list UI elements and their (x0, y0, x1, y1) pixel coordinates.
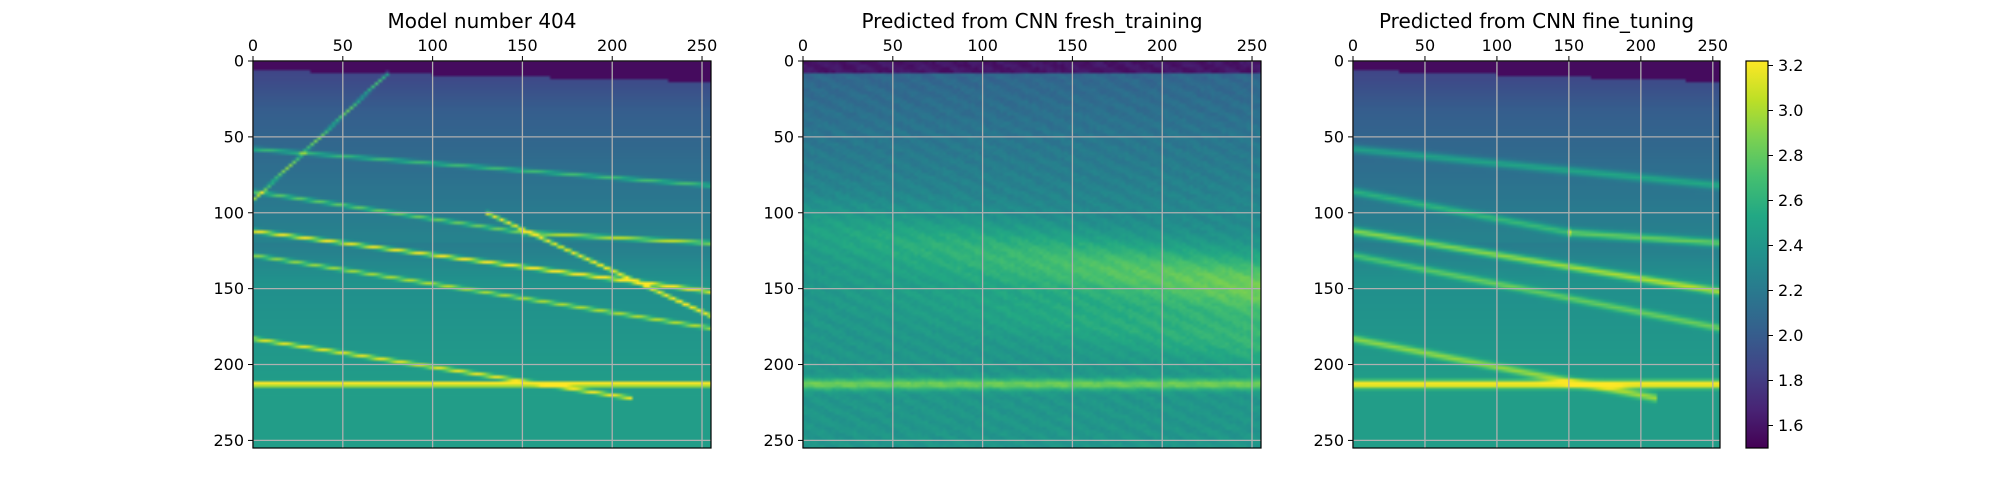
y-tick-label: 0 (784, 52, 794, 71)
y-tick-label: 50 (774, 127, 794, 146)
y-tick-label: 250 (1313, 431, 1344, 450)
x-tick-label: 50 (1415, 36, 1435, 55)
panel-title: Predicted from CNN fine_tuning (1379, 9, 1694, 33)
heatmap-image-2 (803, 61, 1261, 448)
y-tick-label: 200 (763, 355, 794, 374)
x-tick-label: 150 (1057, 36, 1088, 55)
y-tick-label: 50 (1324, 127, 1344, 146)
x-tick-label: 200 (1147, 36, 1178, 55)
x-tick-label: 200 (597, 36, 628, 55)
colorbar-tick-label: 2.4 (1778, 236, 1803, 255)
y-tick-label: 100 (213, 203, 244, 222)
axes-frame (802, 60, 1262, 449)
colorbar-tick-label: 2.6 (1778, 191, 1803, 210)
panel-title: Predicted from CNN fresh_training (861, 9, 1202, 33)
x-tick-label: 50 (333, 36, 353, 55)
y-tick-label: 200 (1313, 355, 1344, 374)
y-tick-label: 50 (224, 127, 244, 146)
x-tick-label: 250 (1698, 36, 1729, 55)
y-tick-label: 150 (213, 279, 244, 298)
colorbar-gradient (1746, 61, 1768, 448)
x-tick-label: 100 (967, 36, 998, 55)
colorbar-tick-label: 3.2 (1778, 56, 1803, 75)
x-tick-label: 0 (798, 36, 808, 55)
x-tick-label: 250 (687, 36, 718, 55)
heatmap-image-1 (253, 61, 711, 448)
y-tick-label: 0 (234, 52, 244, 71)
y-tick-label: 200 (213, 355, 244, 374)
x-tick-label: 200 (1626, 36, 1657, 55)
x-tick-label: 100 (417, 36, 448, 55)
panel-3: 0 50 100 150 200 250050100150200250Predicted … (1313, 9, 1728, 450)
panel-2: 0 50 100 150 200 250 0 50 100 150 200 250 Predicted … (763, 9, 1267, 450)
axes-frame (1352, 60, 1721, 449)
colorbar-tick-label: 1.8 (1778, 371, 1803, 390)
colorbar-tick-label: 2.0 (1778, 326, 1803, 345)
colorbar-tick-label: 1.6 (1778, 416, 1803, 435)
panel-1: 0 50 100 150 200 250 0 50 100 150 200 250 Model numb… (213, 9, 717, 450)
x-tick-label: 0 (1348, 36, 1358, 55)
x-tick-label: 50 (883, 36, 903, 55)
y-tick-label: 150 (1313, 279, 1344, 298)
x-tick-label: 150 (507, 36, 538, 55)
y-tick-label: 250 (763, 431, 794, 450)
y-tick-label: 100 (1313, 203, 1344, 222)
colorbar-tick-label: 2.2 (1778, 281, 1803, 300)
y-tick-label: 150 (763, 279, 794, 298)
y-tick-label: 100 (763, 203, 794, 222)
colorbar-frame (1745, 60, 1769, 449)
x-tick-label: 150 (1554, 36, 1585, 55)
panel-title: Model number 404 (388, 9, 577, 33)
colorbar: 1.6 1.8 2.0 2.2 2.4 2.6 2.8 3.0 3.2 (1745, 56, 1803, 449)
colorbar-tick-label: 3.0 (1778, 101, 1803, 120)
axes-frame (252, 60, 712, 449)
y-tick-label: 0 (1334, 52, 1344, 71)
x-tick-label: 100 (1482, 36, 1513, 55)
heatmap-image-3 (1353, 61, 1720, 448)
x-tick-label: 0 (248, 36, 258, 55)
x-tick-label: 250 (1237, 36, 1268, 55)
colorbar-tick-label: 2.8 (1778, 146, 1803, 165)
y-tick-label: 250 (213, 431, 244, 450)
